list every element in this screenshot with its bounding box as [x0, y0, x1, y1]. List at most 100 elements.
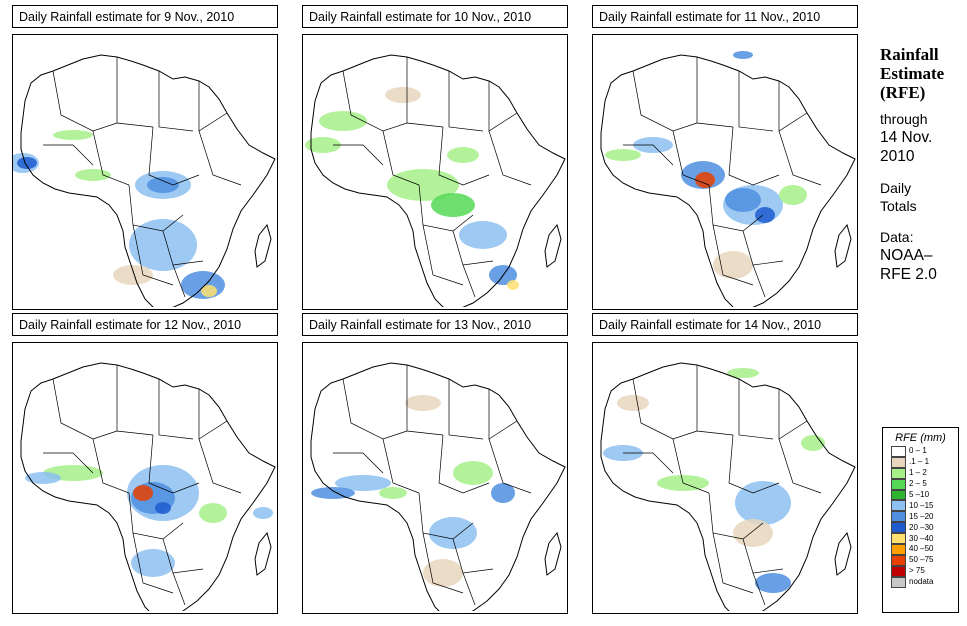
africa-map-svg — [600, 362, 856, 611]
legend-swatch — [891, 500, 906, 512]
country-border — [738, 379, 774, 440]
rain-area — [447, 147, 479, 163]
country-border — [116, 365, 154, 436]
country-border — [488, 130, 532, 186]
country-border — [418, 492, 474, 540]
panel-title: Daily Rainfall estimate for 9 Nov., 2010 — [12, 5, 278, 28]
country-border — [728, 434, 780, 494]
country-border — [92, 438, 130, 494]
rain-area — [53, 130, 93, 140]
legend-swatch — [891, 446, 906, 457]
madagascar-outline — [254, 531, 272, 576]
country-border — [462, 572, 476, 606]
country-border — [333, 144, 384, 166]
map-panel-12-nov: Daily Rainfall estimate for 12 Nov., 201… — [12, 313, 280, 614]
africa-coastline — [600, 54, 856, 307]
panel-title: Daily Rainfall estimate for 12 Nov., 201… — [12, 313, 278, 336]
rainfall-map — [592, 342, 858, 614]
country-border — [382, 438, 420, 494]
country-border — [438, 434, 490, 494]
country-border — [708, 184, 764, 232]
country-border — [128, 492, 184, 540]
legend-label: nodata — [909, 577, 934, 587]
legend-item: 0 – 1 — [891, 446, 958, 457]
country-border — [696, 57, 734, 128]
country-border — [623, 144, 674, 166]
legend-label: 40 –50 — [909, 544, 934, 554]
caption-totals-2: Totals — [880, 198, 917, 214]
country-border — [712, 224, 754, 286]
rain-area — [131, 549, 175, 577]
rain-area — [507, 280, 519, 290]
rain-area — [725, 188, 761, 212]
country-border — [333, 452, 384, 474]
country-border — [696, 365, 734, 436]
country-border — [462, 264, 476, 298]
panel-title: Daily Rainfall estimate for 14 Nov., 201… — [592, 313, 858, 336]
legend-label: 1 – 2 — [909, 468, 927, 478]
rain-area — [113, 265, 153, 285]
caption-through: through — [880, 111, 928, 127]
country-border — [738, 71, 774, 132]
legend-swatch — [891, 544, 906, 555]
country-border — [172, 264, 186, 298]
country-border — [132, 532, 174, 594]
country-border — [43, 452, 94, 474]
country-border — [158, 71, 194, 132]
legend-item: 40 –50 — [891, 544, 958, 555]
rain-area — [335, 475, 391, 491]
country-border — [128, 184, 184, 232]
rain-area — [491, 483, 515, 503]
panel-title: Daily Rainfall estimate for 13 Nov., 201… — [302, 313, 568, 336]
legend-label: .1 – 1 — [909, 457, 930, 467]
caption-source-2: RFE 2.0 — [880, 266, 937, 283]
africa-coastline — [600, 362, 856, 611]
rain-area — [305, 137, 341, 153]
legend-label: 10 –15 — [909, 500, 934, 510]
legend-swatch — [891, 565, 906, 577]
africa-coastline — [20, 362, 276, 611]
country-border — [198, 438, 242, 494]
rain-area — [155, 502, 171, 514]
country-border — [342, 378, 408, 440]
rain-area — [17, 157, 37, 169]
country-border — [148, 434, 200, 494]
legend-item: 2 – 5 — [891, 478, 958, 490]
country-border — [198, 130, 242, 186]
africa-map-svg — [20, 362, 276, 611]
country-border — [422, 532, 464, 594]
country-border — [778, 438, 822, 494]
country-border — [488, 438, 532, 494]
country-border — [752, 572, 766, 606]
country-border — [778, 130, 822, 186]
rain-area — [319, 111, 367, 131]
legend-label: 50 –75 — [909, 555, 934, 565]
country-border — [382, 130, 420, 186]
panel-title: Daily Rainfall estimate for 11 Nov., 201… — [592, 5, 858, 28]
rain-area — [199, 503, 227, 523]
country-border — [438, 126, 490, 186]
rain-area — [459, 221, 507, 249]
rain-area — [423, 559, 463, 587]
country-border — [672, 130, 710, 186]
rainfall-map — [302, 34, 568, 310]
africa-coastline — [310, 54, 566, 307]
legend-item: 1 – 2 — [891, 467, 958, 479]
rain-area — [713, 251, 753, 279]
map-panel-13-nov: Daily Rainfall estimate for 13 Nov., 201… — [302, 313, 570, 614]
caption-end-date-2: 2010 — [880, 148, 915, 165]
rain-area — [147, 177, 179, 193]
africa-coastline — [310, 362, 566, 611]
legend-item: 5 –10 — [891, 489, 958, 501]
legend-swatch — [891, 554, 906, 566]
rain-area — [25, 472, 61, 484]
rain-area — [755, 207, 775, 223]
rain-area — [735, 481, 791, 525]
africa-map-svg — [13, 54, 276, 307]
country-border — [148, 126, 200, 186]
rain-area — [733, 51, 753, 59]
country-border — [752, 264, 766, 298]
rainfall-map — [12, 342, 278, 614]
country-border — [448, 379, 484, 440]
